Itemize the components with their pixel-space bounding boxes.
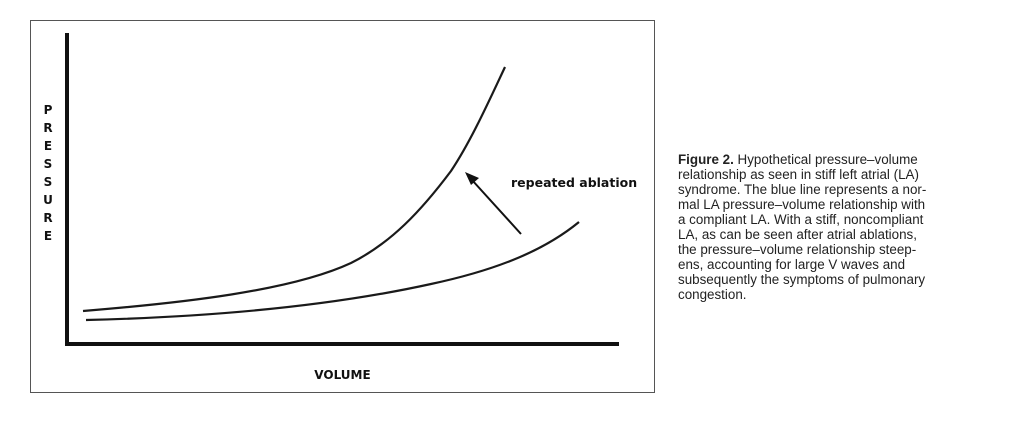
y-axis-label-letter: U [43,193,53,207]
caption-line: LA, as can be seen after atrial ablation… [678,227,917,242]
figure-label: Figure 2. [678,152,734,167]
pressure-volume-diagram [65,33,619,346]
y-axis-label-letter: S [43,175,53,189]
y-axis-label-letter: S [43,157,53,171]
x-axis-label: VOLUME [314,368,371,382]
y-axis-label-letter: R [43,211,53,225]
caption-line: a compliant LA. With a stiff, noncomplia… [678,212,924,227]
caption-line: syndrome. The blue line represents a nor… [678,182,927,197]
caption-line: subsequently the symptoms of pulmonary [678,272,926,287]
repeated-ablation-annotation: repeated ablation [511,175,638,190]
caption-line: congestion. [678,287,747,302]
figure-panel: P R E S S U R E repeated ablation VOLUME [30,20,655,393]
caption-line: Figure 2. Hypothetical pressure–volume [678,152,998,167]
normal-la-curve [85,221,580,322]
y-axis-label-letter: E [43,229,53,243]
figure-caption: Figure 2. Hypothetical pressure–volume r… [678,152,998,302]
y-axis-label-letter: E [43,139,53,153]
caption-line: mal LA pressure–volume relationship with [678,197,926,212]
caption-line: ens, accounting for large V waves and [678,257,906,272]
y-axis-label-letter: R [43,121,53,135]
stiff-la-curve [82,66,506,313]
ablation-arrow-shaft [471,179,522,235]
caption-line: relationship as seen in stiff left atria… [678,167,919,182]
ablation-arrow-head [465,172,479,185]
y-axis-label-letter: P [43,103,53,117]
caption-line: the pressure–volume relationship steep- [678,242,917,257]
caption-text: Hypothetical pressure–volume [737,152,918,167]
